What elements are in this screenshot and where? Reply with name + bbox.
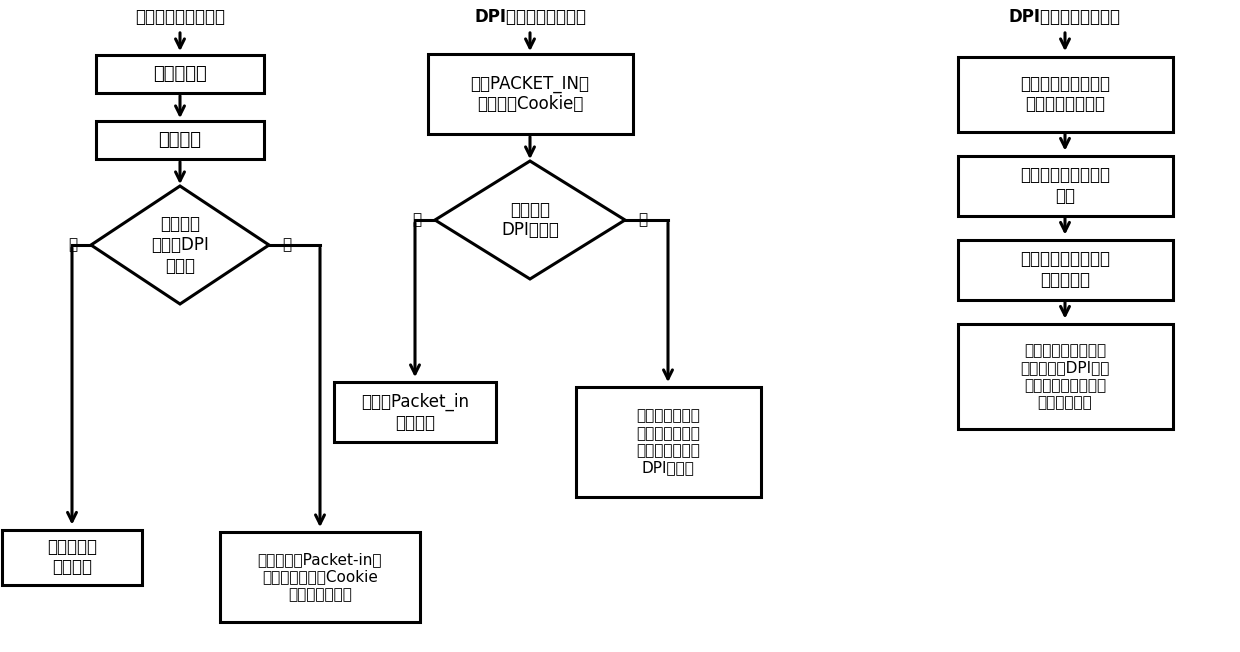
FancyBboxPatch shape <box>2 529 143 584</box>
Polygon shape <box>435 161 625 279</box>
Text: 按照表项标识码查找
表项: 按照表项标识码查找 表项 <box>1021 166 1110 205</box>
Text: 将数据包以Packet-in报
文送控制器，在Cookie
域填表项标识码: 将数据包以Packet-in报 文送控制器，在Cookie 域填表项标识码 <box>258 552 382 602</box>
Text: DPI控制器的运行流程: DPI控制器的运行流程 <box>474 8 587 26</box>
Text: 网络设备的运行流程: 网络设备的运行流程 <box>135 8 224 26</box>
Text: 接收控制器发来的数
据包和表项标识码: 接收控制器发来的数 据包和表项标识码 <box>1021 74 1110 113</box>
FancyBboxPatch shape <box>95 55 264 93</box>
Text: 按普通Packet_in
报文处理: 按普通Packet_in 报文处理 <box>361 393 469 432</box>
FancyBboxPatch shape <box>957 239 1173 299</box>
FancyBboxPatch shape <box>957 324 1173 429</box>
Text: 表项应送
DPI服务器: 表项应送 DPI服务器 <box>501 201 559 239</box>
Text: 处理PACKET_IN报
文，分析Cookie域: 处理PACKET_IN报 文，分析Cookie域 <box>470 74 589 113</box>
Text: 表项操作
为转发DPI
服务器: 表项操作 为转发DPI 服务器 <box>151 215 208 274</box>
FancyBboxPatch shape <box>575 387 760 497</box>
Text: 处理后的数据包需转
发，则通过DPI控制
器发送到对应的转发
设备对应端口: 处理后的数据包需转 发，则通过DPI控制 器发送到对应的转发 设备对应端口 <box>1021 343 1110 410</box>
Text: DPI服务器的运行流程: DPI服务器的运行流程 <box>1009 8 1121 26</box>
Text: 匹配表项: 匹配表项 <box>159 131 201 149</box>
Text: 否: 否 <box>68 237 78 252</box>
FancyBboxPatch shape <box>428 54 632 134</box>
FancyBboxPatch shape <box>334 382 496 442</box>
Text: 接收数据包: 接收数据包 <box>153 65 207 83</box>
Text: 从报文取出数据
包，连同对应的
表项标识码，送
DPI服务器: 从报文取出数据 包，连同对应的 表项标识码，送 DPI服务器 <box>636 408 699 475</box>
FancyBboxPatch shape <box>957 57 1173 132</box>
Text: 是: 是 <box>283 237 291 252</box>
Text: 按照表项指定的操作
处理数据包: 按照表项指定的操作 处理数据包 <box>1021 250 1110 289</box>
Text: 按表项操作
行为处理: 按表项操作 行为处理 <box>47 538 97 576</box>
Polygon shape <box>91 186 269 304</box>
Text: 否: 否 <box>413 213 422 228</box>
FancyBboxPatch shape <box>95 121 264 159</box>
FancyBboxPatch shape <box>957 155 1173 216</box>
FancyBboxPatch shape <box>219 532 420 622</box>
Text: 是: 是 <box>639 213 647 228</box>
